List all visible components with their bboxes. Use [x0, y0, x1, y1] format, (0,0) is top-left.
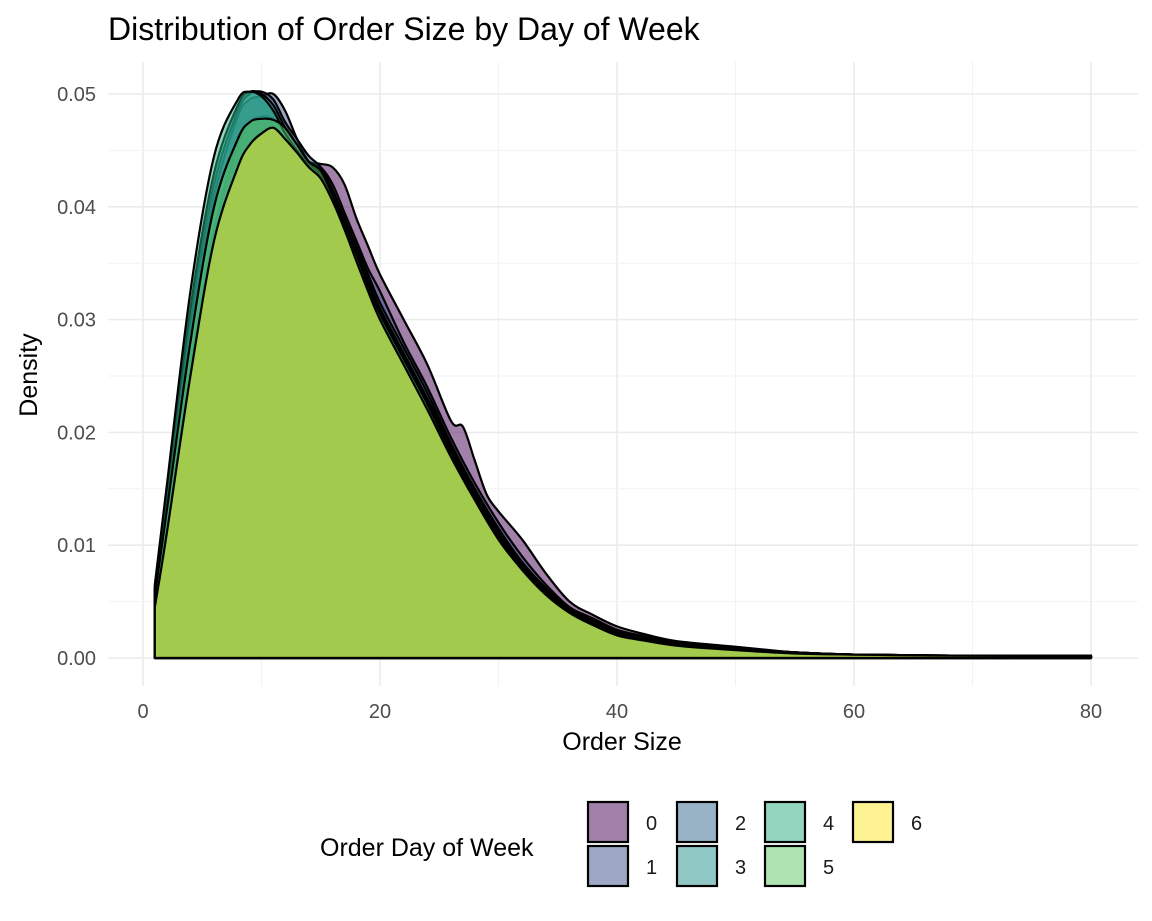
y-tick-label: 0.05	[57, 84, 96, 106]
density-areas	[153, 89, 1093, 660]
x-axis-ticks: 0 20 40 60 80	[137, 701, 1102, 723]
legend-label-day-0: 0	[646, 813, 657, 835]
legend-key-day-1	[586, 844, 630, 888]
y-tick-label: 0.00	[57, 648, 96, 670]
legend-key-day-0	[586, 800, 630, 844]
legend-label-day-1: 1	[646, 857, 657, 879]
y-axis-ticks: 0.00 0.01 0.02 0.03 0.04 0.05	[57, 84, 96, 670]
y-tick-label: 0.01	[57, 535, 96, 557]
y-tick-label: 0.02	[57, 422, 96, 444]
legend-label-day-4: 4	[823, 813, 834, 835]
x-tick-label: 60	[843, 701, 865, 723]
legend-label-day-5: 5	[823, 857, 834, 879]
x-tick-label: 40	[606, 701, 628, 723]
legend-key-day-4	[763, 800, 807, 844]
legend-label-day-3: 3	[735, 857, 746, 879]
y-axis-label: Density	[15, 333, 43, 417]
legend: 0 1 2 3 4 5 6	[586, 800, 922, 888]
x-axis-label: Order Size	[562, 728, 681, 756]
legend-key-day-2	[675, 800, 719, 844]
x-tick-label: 20	[369, 701, 391, 723]
legend-title: Order Day of Week	[320, 834, 534, 862]
x-tick-label: 80	[1080, 701, 1102, 723]
y-tick-label: 0.04	[57, 197, 96, 219]
legend-label-day-2: 2	[735, 813, 746, 835]
legend-key-day-5	[763, 844, 807, 888]
legend-key-day-6	[851, 800, 895, 844]
legend-label-day-6: 6	[911, 813, 922, 835]
chart-title: Distribution of Order Size by Day of Wee…	[108, 11, 701, 47]
density-area-day-6	[153, 126, 1093, 660]
legend-key-day-3	[675, 844, 719, 888]
x-tick-label: 0	[137, 701, 148, 723]
y-tick-label: 0.03	[57, 310, 96, 332]
